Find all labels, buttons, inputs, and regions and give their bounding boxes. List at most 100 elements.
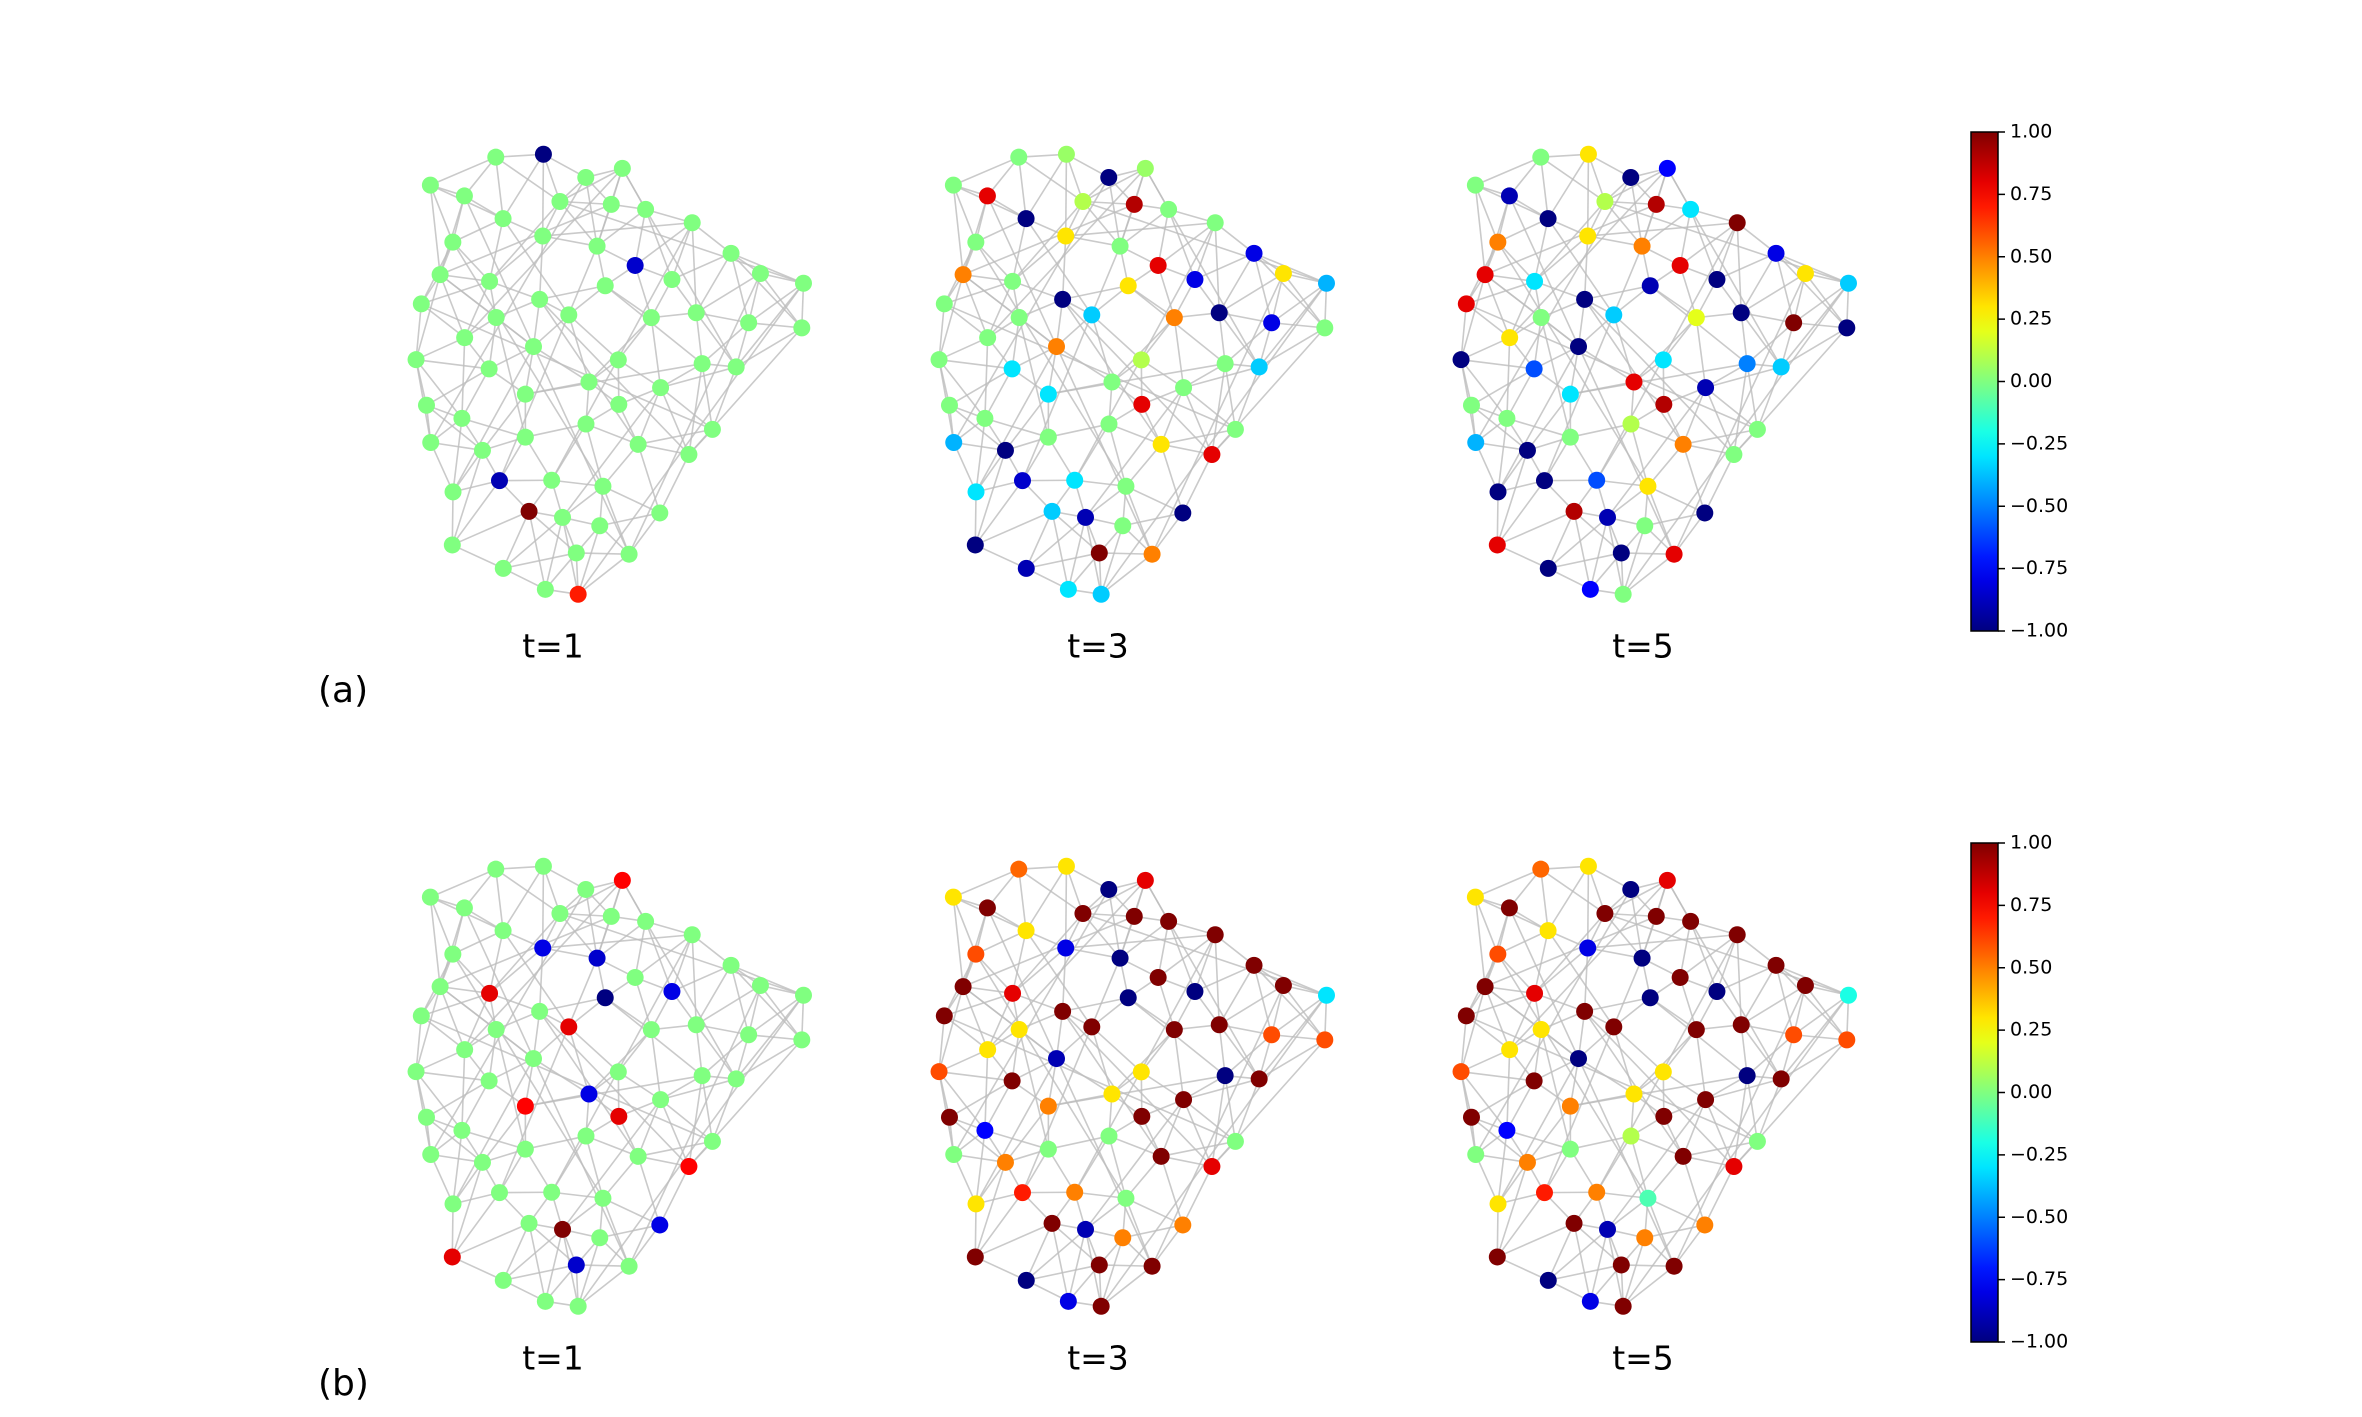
edge	[1151, 512, 1184, 555]
node	[1216, 1067, 1234, 1085]
node	[577, 1127, 595, 1145]
edge	[688, 1075, 703, 1167]
edge	[701, 1075, 714, 1142]
node	[1738, 1067, 1756, 1085]
node	[1017, 210, 1035, 228]
node	[1263, 314, 1281, 332]
edge	[1065, 947, 1121, 959]
edge	[986, 992, 1014, 1051]
edge	[949, 368, 1013, 406]
edge	[1587, 221, 1738, 237]
edge	[962, 274, 989, 338]
edge	[987, 167, 1146, 339]
node	[1274, 976, 1292, 994]
edge	[452, 217, 504, 243]
colorbar-tick-label: 0.25	[2010, 1019, 2052, 1041]
edge	[975, 418, 986, 492]
edge	[1194, 222, 1216, 280]
node	[1119, 989, 1137, 1007]
edge	[953, 156, 1020, 186]
edge	[1051, 510, 1100, 554]
edge	[1547, 153, 1590, 220]
edge	[735, 327, 803, 368]
edge	[452, 953, 604, 1199]
edge	[1682, 1156, 1706, 1226]
edge	[1085, 485, 1127, 519]
node	[1708, 982, 1726, 1000]
edge	[659, 1099, 690, 1167]
node	[1047, 1050, 1065, 1068]
node	[480, 360, 498, 378]
edge	[502, 930, 570, 1028]
node	[567, 1256, 585, 1274]
node	[629, 1147, 647, 1165]
node	[1103, 373, 1121, 391]
node	[1654, 351, 1672, 369]
edge	[1740, 1024, 1748, 1076]
edge	[568, 1026, 590, 1095]
node	[1579, 939, 1597, 957]
edge	[1224, 322, 1273, 365]
edge	[1073, 222, 1216, 481]
edge	[952, 185, 964, 275]
node	[1641, 989, 1659, 1007]
node	[793, 319, 811, 337]
node	[1017, 1271, 1035, 1289]
edge	[1062, 284, 1129, 301]
edge	[617, 1029, 652, 1073]
node	[1117, 477, 1135, 495]
edge	[949, 1080, 1013, 1118]
edge	[1218, 312, 1260, 368]
edge	[1606, 1099, 1707, 1230]
node	[794, 274, 812, 292]
node	[494, 922, 512, 940]
edge	[429, 185, 441, 275]
node	[1136, 871, 1154, 889]
node	[687, 1016, 705, 1034]
edge	[691, 934, 698, 1025]
node	[443, 1248, 461, 1266]
node	[1003, 360, 1021, 378]
edge	[1496, 1222, 1575, 1258]
node	[1083, 1018, 1101, 1036]
node	[1697, 379, 1715, 397]
edge	[430, 1153, 483, 1164]
edge	[502, 218, 570, 316]
node	[456, 1041, 474, 1059]
node	[1057, 857, 1075, 875]
edge	[634, 934, 693, 979]
edge	[420, 1015, 713, 1143]
edge	[1547, 1228, 1609, 1281]
edge	[1012, 235, 1067, 282]
edge	[1460, 274, 1486, 360]
edge	[1144, 167, 1260, 368]
edge	[1219, 311, 1272, 324]
node	[1057, 145, 1075, 163]
node	[516, 1140, 534, 1158]
node	[1245, 956, 1263, 974]
edge	[415, 336, 465, 361]
edge	[1125, 443, 1162, 487]
edge	[1474, 184, 1499, 243]
node	[651, 1216, 669, 1234]
edge	[1465, 303, 1758, 431]
edge	[430, 868, 497, 898]
edge	[984, 1129, 1049, 1150]
edge	[1793, 321, 1847, 329]
node	[1772, 1070, 1790, 1088]
edge	[1496, 1256, 1549, 1282]
edge	[561, 1099, 662, 1230]
edge	[634, 222, 693, 267]
edge	[1258, 1039, 1326, 1080]
node	[1498, 1121, 1516, 1139]
edge	[1540, 156, 1606, 203]
edge	[502, 865, 545, 932]
node	[979, 1041, 997, 1059]
node	[1539, 210, 1557, 228]
edge	[1716, 934, 1738, 992]
edge	[481, 393, 527, 451]
edge	[1622, 525, 1646, 595]
edge	[1140, 317, 1175, 361]
edge	[542, 933, 693, 949]
node	[1641, 277, 1659, 295]
